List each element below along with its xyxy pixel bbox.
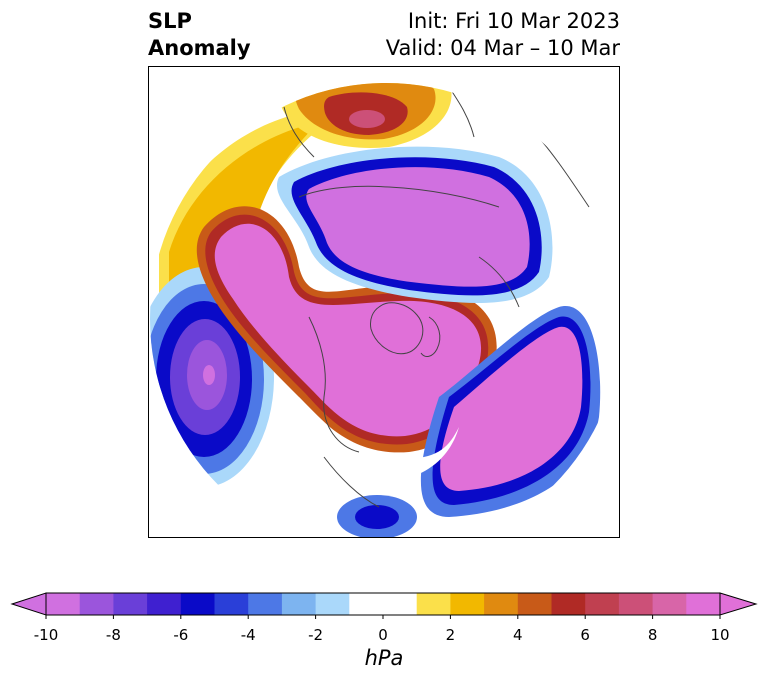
anomaly-field (150, 83, 619, 537)
colorbar (10, 592, 758, 619)
colorbar-swatch (281, 593, 317, 615)
init-time-label: Init: Fri 10 Mar 2023 (407, 9, 620, 33)
colorbar-tick-label: 4 (513, 626, 523, 644)
pacific-low-eye (203, 365, 215, 385)
atlantic-high-magenta (440, 326, 583, 491)
anomaly-map (150, 83, 619, 537)
title-variable: SLP (148, 9, 192, 33)
se-us-low-core (355, 505, 399, 529)
colorbar-tick-label: 8 (647, 626, 658, 644)
colorbar-tick-label: -2 (308, 626, 324, 644)
colorbar-swatch (180, 593, 215, 615)
colorbar-tick-label: 2 (445, 626, 456, 644)
map-title-left: SLP Anomaly (148, 8, 251, 62)
colorbar-swatch (484, 593, 519, 615)
colorbar-extend-min (10, 592, 47, 616)
colorbar-extend-max (719, 592, 758, 616)
colorbar-swatch (147, 593, 182, 615)
map-title-right: Init: Fri 10 Mar 2023 Valid: 04 Mar – 10… (386, 8, 620, 62)
colorbar-swatch (517, 593, 552, 615)
colorbar-swatch (652, 593, 687, 615)
colorbar-tick-label: 6 (580, 626, 590, 644)
title-variable-type: Anomaly (148, 36, 251, 60)
colorbar-unit-label: hPa (364, 646, 404, 670)
colorbar-swatch (248, 593, 283, 615)
colorbar-swatch (113, 593, 148, 615)
colorbar-swatch (383, 593, 418, 615)
colorbar-swatch (349, 593, 384, 615)
siberia-positive-core (306, 167, 530, 287)
colorbar-swatch (79, 593, 114, 615)
colorbar-swatch (618, 593, 654, 615)
colorbar-swatch (315, 593, 350, 615)
coastlines (283, 86, 590, 508)
colorbar-swatch (686, 593, 721, 615)
colorbar-tick-label: 10 (710, 626, 730, 644)
arctic-top-core (349, 110, 385, 128)
colorbar-tick-label: -10 (33, 626, 59, 644)
colorbar-tick-label: -6 (173, 626, 189, 644)
neutral-band (299, 397, 459, 482)
valid-period-label: Valid: 04 Mar – 10 Mar (385, 36, 620, 60)
central-high-magenta (214, 223, 482, 437)
colorbar-swatch (585, 593, 620, 615)
colorbar-tick-label: 0 (378, 626, 388, 644)
colorbar-tick-label: -4 (240, 626, 256, 644)
colorbar-swatch (450, 593, 485, 615)
colorbar-swatch (551, 593, 586, 615)
colorbar-swatch (416, 593, 451, 615)
map-panel (148, 66, 620, 538)
colorbar-swatch (46, 593, 81, 615)
colorbar-swatch (214, 593, 249, 615)
colorbar-tick-label: -8 (105, 626, 121, 644)
